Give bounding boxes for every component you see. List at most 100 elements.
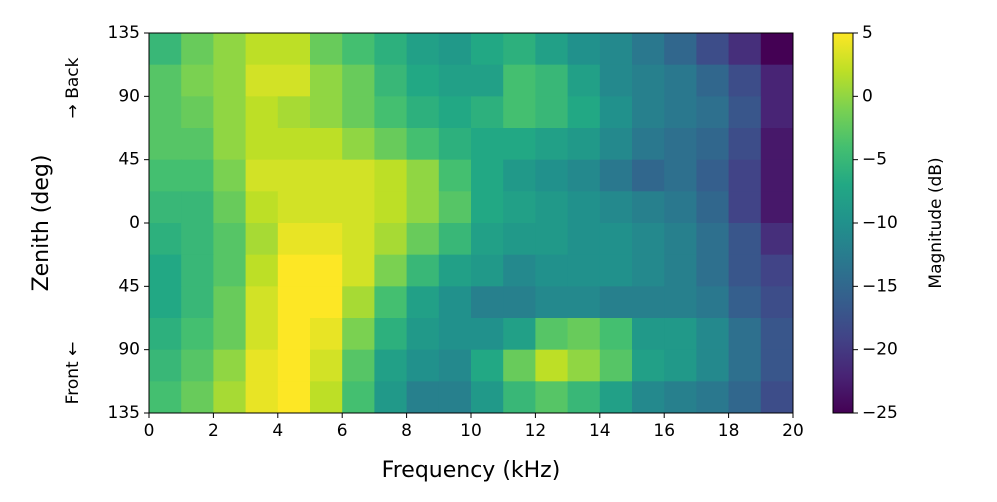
heatmap-cell — [342, 223, 375, 256]
heatmap-cell — [535, 318, 569, 351]
heatmap-cell — [760, 159, 794, 192]
x-tick-label: 4 — [272, 421, 283, 441]
heatmap-cell — [664, 223, 697, 256]
heatmap-cell — [599, 223, 633, 256]
heatmap-cell — [374, 286, 408, 319]
heatmap-cell — [503, 64, 536, 97]
heatmap-cell — [471, 286, 504, 319]
colorbar-tick-label: 5 — [862, 23, 873, 43]
heatmap-cell — [471, 159, 504, 192]
heatmap-cell — [728, 286, 762, 319]
heatmap-cell — [567, 318, 601, 351]
heatmap-cell — [438, 286, 472, 319]
heatmap-cell — [599, 96, 633, 129]
colorbar-tick-label: −10 — [862, 213, 898, 233]
heatmap-cell — [696, 381, 730, 414]
x-tick-label: 16 — [653, 421, 675, 441]
heatmap-cell — [245, 191, 279, 224]
y-tick-label: 90 — [118, 340, 140, 360]
heatmap-cell — [149, 349, 182, 382]
heatmap-cell — [696, 349, 730, 382]
heatmap-cell — [406, 349, 440, 382]
heatmap-cell — [728, 128, 762, 161]
heatmap-cell — [503, 191, 536, 224]
heatmap-cell — [149, 223, 182, 256]
heatmap-cell — [406, 96, 440, 129]
heatmap-cell — [632, 191, 665, 224]
heatmap-cell — [310, 128, 343, 161]
heatmap-cell — [277, 96, 311, 129]
heatmap-cell — [567, 159, 601, 192]
heatmap-cell — [277, 64, 311, 97]
heatmap-cell — [599, 349, 633, 382]
heatmap-cell — [503, 223, 536, 256]
heatmap-cell — [438, 159, 472, 192]
x-tick-label: 12 — [525, 421, 547, 441]
heatmap-cell — [374, 318, 408, 351]
heatmap-cell — [374, 223, 408, 256]
heatmap-cell — [760, 33, 794, 66]
heatmap-cell — [599, 64, 633, 97]
heatmap-cell — [503, 286, 536, 319]
heatmap-cell — [728, 33, 762, 66]
heatmap-cell — [760, 191, 794, 224]
heatmap-cell — [567, 349, 601, 382]
heatmap-cell — [374, 64, 408, 97]
heatmap-cell — [471, 64, 504, 97]
heatmap-cell — [149, 128, 182, 161]
heatmap-cell — [760, 223, 794, 256]
heatmap-cell — [471, 381, 504, 414]
colorbar-tick-label: 0 — [862, 86, 873, 106]
heatmap-cell — [245, 159, 279, 192]
heatmap-cell — [181, 128, 214, 161]
heatmap-cell — [471, 223, 504, 256]
heatmap-cell — [149, 33, 182, 66]
heatmap-cell — [471, 128, 504, 161]
heatmap-cell — [664, 286, 697, 319]
y-tick-label: 135 — [108, 403, 140, 423]
heatmap-cell — [213, 128, 247, 161]
heatmap-cell — [664, 318, 697, 351]
heatmap-cell — [245, 33, 279, 66]
heatmap-cell — [599, 191, 633, 224]
x-tick-label: 20 — [782, 421, 804, 441]
heatmap-cell — [760, 128, 794, 161]
heatmap-cell — [406, 64, 440, 97]
heatmap-cell — [728, 159, 762, 192]
heatmap-cell — [696, 64, 730, 97]
heatmap-cell — [181, 286, 214, 319]
heatmap-cell — [406, 128, 440, 161]
heatmap-cell — [567, 254, 601, 287]
heatmap-cell — [277, 191, 311, 224]
heatmap-cell — [438, 223, 472, 256]
heatmap-cell — [245, 381, 279, 414]
heatmap-cell — [567, 96, 601, 129]
heatmap-cell — [760, 64, 794, 97]
heatmap-cell — [149, 381, 182, 414]
x-tick-label: 2 — [208, 421, 219, 441]
heatmap-cell — [342, 64, 375, 97]
heatmap-cell — [632, 159, 665, 192]
heatmap-cell — [728, 318, 762, 351]
heatmap-cell — [664, 349, 697, 382]
heatmap-cell — [310, 254, 343, 287]
heatmap-cell — [406, 381, 440, 414]
heatmap-cell — [374, 128, 408, 161]
heatmap-cell — [213, 96, 247, 129]
heatmap-cell — [149, 159, 182, 192]
heatmap-cell — [149, 191, 182, 224]
heatmap-cell — [181, 223, 214, 256]
heatmap-cell — [438, 318, 472, 351]
x-tick-label: 18 — [718, 421, 740, 441]
heatmap-cell — [213, 159, 247, 192]
heatmap-cell — [632, 381, 665, 414]
heatmap-cell — [760, 349, 794, 382]
heatmap-cell — [599, 128, 633, 161]
heatmap-cell — [632, 33, 665, 66]
heatmap-cell — [567, 33, 601, 66]
heatmap-cell — [245, 96, 279, 129]
heatmap-cell — [535, 223, 569, 256]
x-axis-label: Frequency (kHz) — [382, 458, 561, 483]
heatmap-cell — [567, 381, 601, 414]
heatmap-cell — [438, 349, 472, 382]
